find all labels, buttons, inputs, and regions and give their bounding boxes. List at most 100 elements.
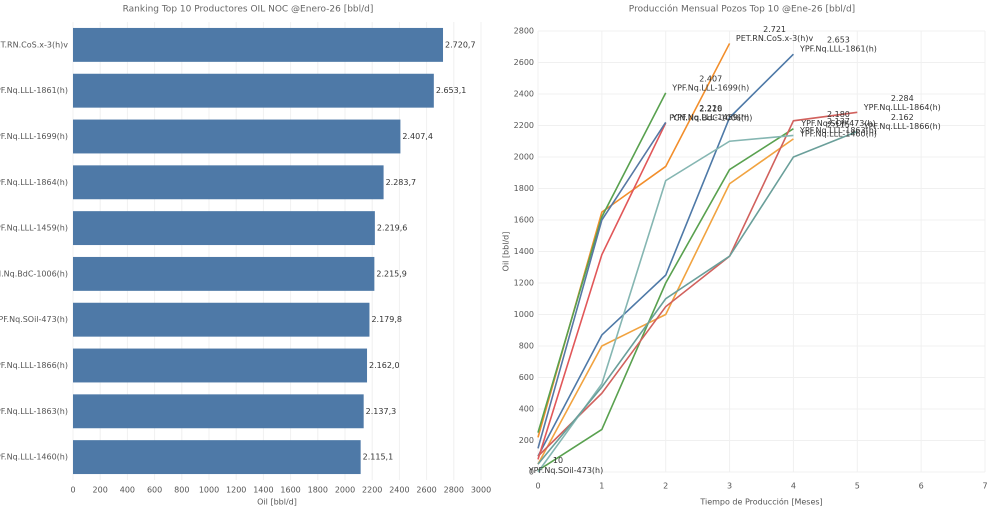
y-tick-label: 2800 [514, 27, 534, 36]
x-tick-label: 0 [70, 486, 75, 495]
series-label: YPF.Nq.LLL-1866(h) [863, 122, 941, 131]
y-tick-label: 1800 [514, 184, 534, 193]
y-tick-label: 0 [529, 468, 534, 477]
data-label: 10 [553, 456, 563, 465]
series-line [537, 121, 667, 449]
x-tick-label: 7 [982, 482, 987, 491]
bar [73, 73, 434, 108]
y-tick-label: YPF.Nq.LLL-1863(h) [0, 407, 68, 416]
data-label: 2.215,9 [376, 269, 407, 278]
bar [73, 256, 375, 291]
series-label: YPF.Nq.LLL-1699(h) [671, 83, 749, 92]
x-tick-label: 3 [727, 482, 732, 491]
y-tick-label: YPF.Nq.LLL-1460(h) [0, 453, 68, 462]
y-tick-label: 2600 [514, 58, 534, 67]
x-tick-label: 3000 [471, 486, 491, 495]
data-label: 2.162,0 [369, 361, 400, 370]
bar [73, 302, 370, 337]
y-tick-label: PCN.Nq.BdC-1006(h) [0, 269, 68, 278]
x-tick-label: 1800 [308, 486, 328, 495]
series-line [537, 111, 858, 457]
y-tick-label: 1200 [514, 279, 534, 288]
data-label: 2.219,6 [377, 224, 408, 233]
x-tick-label: 2200 [362, 486, 382, 495]
data-label: 2.179,8 [371, 315, 402, 324]
y-tick-label: 2000 [514, 153, 534, 162]
data-label: 2.407 [699, 74, 722, 83]
x-tick-label: 1200 [226, 486, 246, 495]
data-label: 2.180 [827, 110, 850, 119]
y-tick-label: YPF.Nq.LLL-1864(h) [0, 178, 68, 187]
x-tick-label: 2 [663, 482, 668, 491]
bar [73, 440, 361, 475]
y-tick-label: 800 [519, 342, 534, 351]
y-tick-label: 2200 [514, 121, 534, 130]
bar [73, 119, 401, 154]
series-label: YPF.Nq.LLL-1459(h) [671, 113, 749, 122]
y-tick-label: 400 [519, 405, 534, 414]
series-label: YPF.Nq.LLL-1863(h) [799, 126, 877, 135]
y-tick-label: 1000 [514, 310, 534, 319]
y-tick-label: 1600 [514, 216, 534, 225]
bar [73, 165, 384, 200]
x-axis-label: Oil [bbl/d] [257, 498, 297, 507]
series-label: YPF.Nq.LLL-1864(h) [863, 103, 941, 112]
y-tick-label: 1400 [514, 247, 534, 256]
x-tick-label: 2400 [389, 486, 409, 495]
y-tick-label: YPF.Nq.LLL-1866(h) [0, 361, 68, 370]
x-tick-label: 2000 [335, 486, 355, 495]
x-tick-label: 200 [93, 486, 108, 495]
y-tick-label: YPF.Nq.LLL-1699(h) [0, 132, 68, 141]
data-label: 2.407,4 [402, 132, 433, 141]
x-axis-label: Tiempo de Producción [Meses] [699, 497, 822, 507]
x-tick-label: 4 [791, 482, 796, 491]
data-label: 2.220 [699, 104, 722, 113]
x-tick-label: 2800 [444, 486, 464, 495]
y-tick-label: 2400 [514, 90, 534, 99]
x-tick-label: 6 [919, 482, 924, 491]
series-label: YPF.Nq.SOil-473(h) [528, 466, 603, 475]
x-tick-label: 1000 [199, 486, 219, 495]
series-line [537, 53, 794, 457]
series-label: PET.RN.CoS.x-3(h)v [736, 34, 814, 43]
y-tick-label: 600 [519, 373, 534, 382]
data-label: 2.284 [891, 94, 914, 103]
bar [73, 394, 364, 429]
x-tick-label: 5 [855, 482, 860, 491]
x-tick-label: 0 [535, 482, 540, 491]
data-label: 2.283,7 [386, 178, 417, 187]
y-tick-label: 200 [519, 436, 534, 445]
series-line [537, 92, 667, 433]
y-tick-label: YPF.Nq.SOil-473(h) [0, 315, 68, 324]
bar [73, 27, 444, 62]
chart-title: Producción Mensual Pozos Top 10 @Ene-26 … [629, 4, 855, 15]
data-label: 2.115,1 [363, 453, 394, 462]
series-label: PCN.Nq.BdC-1006(h) [669, 113, 752, 122]
x-tick-label: 1600 [280, 486, 300, 495]
data-label: 2.653,1 [436, 86, 467, 95]
data-label: 2.216 [699, 104, 722, 113]
data-label: 2.720,7 [445, 40, 476, 49]
series-line [537, 127, 794, 472]
series-line [537, 122, 667, 460]
data-label: 2.162 [891, 113, 914, 122]
x-tick-label: 2600 [416, 486, 436, 495]
y-tick-label: YPF.Nq.LLL-1459(h) [0, 224, 68, 233]
data-label: 2.137,3 [366, 407, 397, 416]
y-axis-label: Oil [bbl/d] [502, 232, 511, 272]
data-label: 2.653 [827, 36, 850, 45]
y-tick-label: PET.RN.CoS.x-3(h)v [0, 40, 68, 49]
data-label: 2.721 [763, 25, 786, 34]
series-line [537, 43, 731, 438]
x-tick-label: 1400 [253, 486, 273, 495]
chart-title: Ranking Top 10 Productores OIL NOC @Ener… [123, 5, 374, 15]
x-tick-label: 1 [599, 482, 604, 491]
x-tick-label: 400 [120, 486, 135, 495]
y-tick-label: YPF.Nq.LLL-1861(h) [0, 86, 68, 95]
series-label: YPF.Nq.LLL-1861(h) [799, 45, 877, 54]
x-tick-label: 600 [147, 486, 162, 495]
series-line [537, 138, 794, 465]
bar [73, 211, 375, 246]
data-label: 2.137 [827, 117, 850, 126]
data-label: 2.115 [827, 120, 850, 129]
